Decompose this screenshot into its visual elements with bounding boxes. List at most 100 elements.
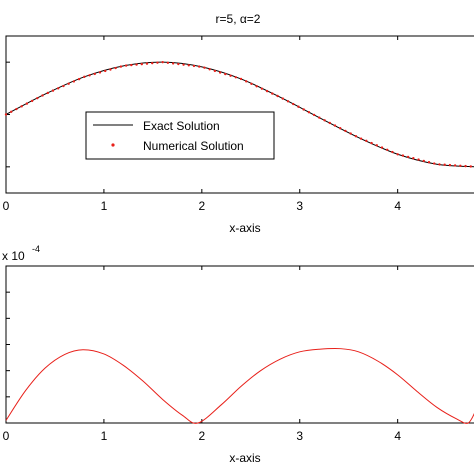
top-subplot: r=5, α=2 0 1 2 3 4 x-axis Exact Solution Num… bbox=[3, 12, 474, 235]
top-chart-title: r=5, α=2 bbox=[216, 12, 261, 26]
top-series-point bbox=[15, 107, 18, 111]
bottom-y-ticks bbox=[6, 291, 10, 398]
top-series-point bbox=[36, 96, 39, 100]
top-series-point bbox=[422, 159, 425, 163]
top-series-point bbox=[448, 163, 452, 167]
top-series-point bbox=[166, 61, 170, 64]
top-series-point bbox=[140, 62, 143, 66]
top-x-tick-label: 1 bbox=[101, 199, 108, 213]
top-series-point bbox=[339, 127, 342, 130]
top-series-point bbox=[203, 66, 206, 69]
top-series-point bbox=[396, 153, 399, 156]
top-series-point bbox=[375, 144, 378, 147]
top-series-point bbox=[104, 69, 107, 73]
top-series-point bbox=[286, 100, 290, 103]
legend-numerical-swatch bbox=[111, 143, 115, 147]
top-series-point bbox=[177, 62, 180, 66]
top-series-point bbox=[328, 121, 331, 125]
top-series-point bbox=[114, 66, 117, 70]
top-series-point bbox=[145, 62, 149, 65]
top-series-point bbox=[412, 157, 415, 160]
top-series-point bbox=[281, 97, 284, 100]
top-series-point bbox=[124, 64, 128, 67]
bottom-x-tick-label: 2 bbox=[198, 429, 205, 443]
legend: Exact Solution Numerical Solution bbox=[85, 111, 275, 160]
top-series-point bbox=[20, 105, 23, 108]
top-series-point bbox=[265, 89, 269, 93]
top-series-point bbox=[307, 110, 311, 114]
top-series-point bbox=[77, 77, 81, 81]
top-series-point bbox=[119, 65, 123, 68]
top-series-point bbox=[213, 69, 217, 73]
top-series-point bbox=[464, 164, 467, 168]
legend-box bbox=[85, 111, 275, 160]
top-series-point bbox=[198, 65, 201, 68]
top-series-point bbox=[365, 139, 368, 143]
top-series-point bbox=[453, 164, 457, 167]
top-series-point bbox=[354, 135, 358, 138]
top-series-point bbox=[67, 82, 70, 85]
top-series-point bbox=[386, 148, 389, 152]
top-series-point bbox=[192, 64, 196, 68]
top-series-point bbox=[323, 119, 326, 122]
top-series-point bbox=[62, 84, 65, 88]
top-x-ticks: 0 1 2 3 4 bbox=[3, 36, 401, 213]
top-series-point bbox=[312, 113, 316, 117]
top-series-point bbox=[10, 110, 13, 113]
top-series-point bbox=[469, 165, 472, 168]
top-series-point bbox=[302, 108, 305, 111]
top-series-point bbox=[255, 85, 258, 88]
top-series-point bbox=[130, 63, 133, 67]
top-series-point bbox=[51, 89, 55, 92]
top-series-point bbox=[25, 102, 29, 105]
top-series-point bbox=[151, 61, 154, 65]
top-series-point bbox=[276, 94, 279, 98]
bottom-plot-frame bbox=[5, 265, 474, 424]
top-series-point bbox=[333, 124, 337, 127]
top-series-point bbox=[88, 74, 91, 77]
top-series-point bbox=[218, 71, 222, 74]
top-x-tick-label: 0 bbox=[3, 199, 10, 213]
top-x-tick-label: 4 bbox=[394, 199, 401, 213]
top-series-point bbox=[318, 116, 321, 119]
top-series-point bbox=[349, 132, 352, 135]
top-series-point bbox=[30, 99, 34, 103]
top-series-point bbox=[370, 141, 373, 145]
top-series-point bbox=[239, 77, 243, 81]
top-x-tick-label: 3 bbox=[296, 199, 303, 213]
legend-exact-label: Exact Solution bbox=[143, 119, 220, 133]
top-series-point bbox=[260, 87, 264, 90]
bottom-series-group bbox=[5, 348, 474, 424]
bottom-x-tick-label: 3 bbox=[296, 429, 303, 443]
top-series-point bbox=[187, 64, 190, 67]
top-x-tick-label: 2 bbox=[198, 199, 205, 213]
top-series-point bbox=[443, 163, 446, 166]
top-series-point bbox=[182, 63, 185, 66]
top-series-point bbox=[245, 80, 248, 83]
top-series-point bbox=[171, 62, 175, 65]
top-series-point bbox=[72, 80, 76, 83]
top-series-point bbox=[359, 137, 363, 140]
top-series-point bbox=[297, 105, 300, 108]
legend-numerical-label: Numerical Solution bbox=[143, 139, 244, 153]
top-series-point bbox=[156, 61, 159, 64]
top-series-point bbox=[417, 158, 420, 161]
top-series-point bbox=[438, 163, 441, 166]
top-series-point bbox=[161, 60, 164, 64]
top-series-point bbox=[109, 68, 112, 71]
exponent-base: x 10 bbox=[2, 249, 25, 263]
top-series-point bbox=[46, 91, 49, 95]
top-series-point bbox=[224, 72, 227, 76]
top-series-point bbox=[459, 164, 462, 167]
top-series-point bbox=[391, 150, 394, 154]
top-series-point bbox=[406, 155, 410, 159]
bottom-subplot: x 10 -4 0 1 2 3 4 x-axis bbox=[2, 244, 474, 465]
top-series-point bbox=[93, 72, 96, 76]
bottom-x-tick-label: 4 bbox=[394, 429, 401, 443]
bottom-x-tick-label: 1 bbox=[101, 429, 108, 443]
top-x-axis-label: x-axis bbox=[229, 221, 260, 235]
top-series-point bbox=[234, 76, 237, 79]
top-series-point bbox=[271, 92, 274, 95]
top-series-point bbox=[229, 74, 232, 77]
